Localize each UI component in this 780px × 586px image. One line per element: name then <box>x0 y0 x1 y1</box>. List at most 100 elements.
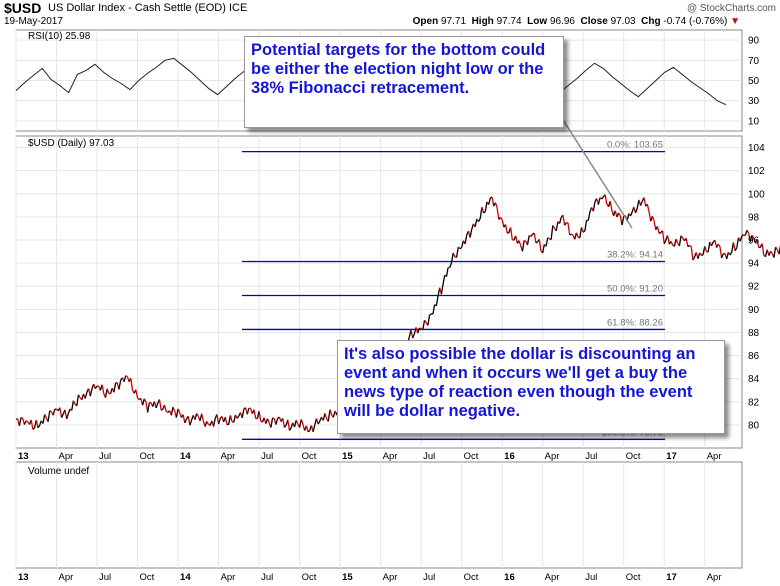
x-tick-label: Apr <box>707 572 722 583</box>
price-segment <box>530 233 534 237</box>
price-segment <box>432 304 436 314</box>
fib-level-label: 0.0%: 103.65 <box>607 140 663 151</box>
price-segment <box>172 406 176 412</box>
price-segment <box>542 244 546 254</box>
price-segment <box>663 239 667 245</box>
price-segment <box>422 320 426 331</box>
price-segment <box>32 427 35 430</box>
price-segment <box>452 252 456 258</box>
price-segment <box>648 211 652 222</box>
price-segment <box>518 240 522 246</box>
x-tick-label: Apr <box>221 572 236 583</box>
price-segment <box>282 418 286 428</box>
price-segment <box>736 237 740 248</box>
price-segment <box>47 410 51 422</box>
price-segment <box>22 418 26 425</box>
price-segment <box>717 243 721 247</box>
price-segment <box>775 246 778 251</box>
volume-panel-frame <box>15 461 743 569</box>
x-tick-label: 14 <box>180 572 191 583</box>
price-segment <box>501 219 505 228</box>
price-segment <box>435 295 439 306</box>
x-tick-label: 15 <box>342 451 353 462</box>
price-segment <box>741 234 744 237</box>
price-segment <box>726 252 729 260</box>
price-segment <box>94 385 98 389</box>
price-segment <box>690 246 694 260</box>
chg-value: -0.74 (-0.76%) <box>663 16 728 27</box>
price-segment <box>194 413 198 420</box>
price-segment <box>483 211 486 214</box>
price-segment <box>315 418 319 425</box>
price-segment <box>23 420 27 425</box>
price-segment <box>287 419 291 431</box>
price-segment <box>582 230 586 233</box>
price-segment <box>327 409 331 422</box>
price-segment <box>332 410 336 418</box>
price-segment <box>137 397 140 401</box>
price-segment <box>494 202 498 208</box>
price-segment <box>212 418 216 427</box>
price-segment <box>538 239 542 252</box>
price-segment <box>584 219 588 232</box>
x-tick-label: Oct <box>626 451 641 462</box>
price-segment <box>562 215 566 226</box>
price-segment <box>734 247 738 252</box>
price-segment <box>324 413 328 419</box>
price-segment <box>236 415 240 419</box>
price-segment <box>656 226 660 234</box>
price-segment <box>113 382 117 393</box>
y-axis-ticks: 80 82 84 86 88 90 92 94 96 98 100 102 104 10 30 50 70 90 <box>748 36 765 432</box>
x-tick-label: Oct <box>626 572 641 583</box>
price-segment <box>552 225 556 229</box>
open-value: 97.71 <box>440 16 467 27</box>
price-segment <box>751 234 755 239</box>
x-tick-label: 15 <box>342 572 353 583</box>
price-segment <box>72 400 76 405</box>
price-tick-label: 96 <box>748 236 760 247</box>
price-segment <box>25 420 29 423</box>
x-tick-label: Jul <box>585 451 597 462</box>
price-segment <box>445 267 449 277</box>
price-segment <box>744 229 748 236</box>
price-segment <box>567 222 571 236</box>
price-segment <box>37 425 41 429</box>
price-segment <box>685 238 689 247</box>
price-segment <box>504 224 508 234</box>
price-segment <box>721 253 724 259</box>
price-tick-label: 92 <box>748 282 760 293</box>
price-segment <box>206 421 209 425</box>
price-segment <box>636 199 640 209</box>
price-segment <box>423 319 427 323</box>
x-tick-label: 13 <box>18 451 29 462</box>
price-segment <box>76 394 80 407</box>
price-segment <box>481 207 485 214</box>
price-segment <box>216 414 220 425</box>
x-tick-label: Apr <box>59 572 74 583</box>
price-tick-label: 82 <box>748 397 760 408</box>
x-tick-label: 14 <box>180 451 191 462</box>
x-tick-label: 16 <box>504 572 515 583</box>
price-segment <box>614 210 618 218</box>
price-segment <box>196 413 199 417</box>
price-segment <box>499 216 503 220</box>
brand-watermark: @ StockCharts.com <box>686 3 776 14</box>
price-segment <box>545 237 549 247</box>
price-segment <box>101 384 105 394</box>
price-segment <box>675 238 679 244</box>
fib-level-label: 38.2%: 94.14 <box>607 249 663 260</box>
price-segment <box>253 409 257 419</box>
price-segment <box>84 392 88 399</box>
x-tick-label: Oct <box>464 451 479 462</box>
price-segment <box>204 421 208 427</box>
price-segment <box>689 244 692 248</box>
price-segment <box>653 220 657 230</box>
x-tick-label: Apr <box>545 451 560 462</box>
callout-pointer <box>557 111 633 229</box>
price-segment <box>692 256 696 261</box>
price-segment <box>569 233 572 236</box>
price-segment <box>523 239 526 242</box>
price-segment <box>42 414 46 424</box>
price-segment <box>429 313 432 316</box>
x-tick-label: Jul <box>423 451 435 462</box>
